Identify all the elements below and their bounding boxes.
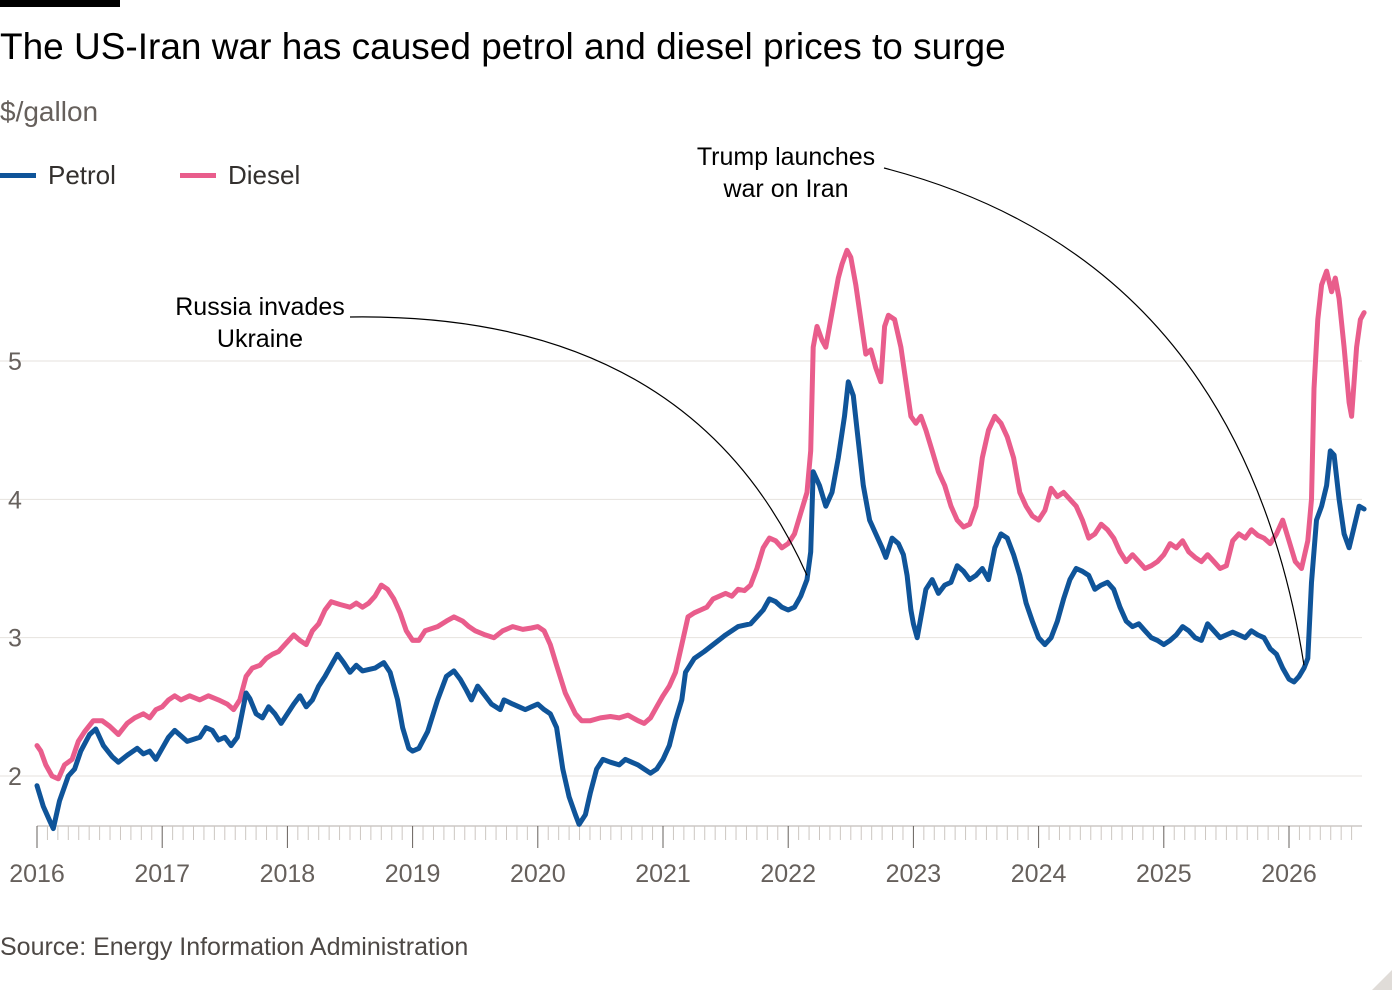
y-tick-label-2: 2 <box>8 763 22 791</box>
x-tick-label-2026: 2026 <box>1261 860 1317 888</box>
legend-label-diesel: Diesel <box>228 160 301 190</box>
annotation-russia-line2: Ukraine <box>217 325 303 353</box>
y-tick-label-5: 5 <box>8 348 22 376</box>
x-tick-label-2018: 2018 <box>260 860 316 888</box>
x-tick-label-2022: 2022 <box>760 860 816 888</box>
x-tick-label-2017: 2017 <box>134 860 190 888</box>
annotation-iran-line2: war on Iran <box>722 175 848 203</box>
legend-label-petrol: Petrol <box>48 160 116 190</box>
series-line-diesel <box>34 247 1367 782</box>
legend-swatch-diesel <box>180 173 216 178</box>
chart-unit: $/gallon <box>0 96 99 127</box>
x-tick-label-2019: 2019 <box>385 860 441 888</box>
x-tick-label-2021: 2021 <box>635 860 691 888</box>
brand-bar <box>0 0 120 7</box>
y-tick-label-3: 3 <box>8 625 22 653</box>
x-tick-label-2016: 2016 <box>9 860 65 888</box>
legend-item-petrol: Petrol <box>0 160 116 191</box>
annotation-iran-line1: Trump launches <box>697 143 875 171</box>
source-note: Source: Energy Information Administratio… <box>0 933 469 961</box>
annotation-russia-connector <box>349 316 808 576</box>
x-tick-label-2023: 2023 <box>886 860 942 888</box>
annotation-russia-line1: Russia invades <box>175 293 345 321</box>
series-line-petrol <box>34 379 1367 832</box>
legend-swatch-petrol <box>0 173 36 178</box>
legend-item-diesel: Diesel <box>180 160 300 191</box>
chart-title: The US-Iran war has caused petrol and di… <box>0 26 1006 67</box>
x-tick-label-2024: 2024 <box>1011 860 1067 888</box>
x-tick-label-2025: 2025 <box>1136 860 1192 888</box>
x-tick-label-2020: 2020 <box>510 860 566 888</box>
corner-mark <box>1372 970 1392 990</box>
y-tick-label-4: 4 <box>8 486 22 514</box>
annotation-iran-connector <box>883 167 1305 666</box>
